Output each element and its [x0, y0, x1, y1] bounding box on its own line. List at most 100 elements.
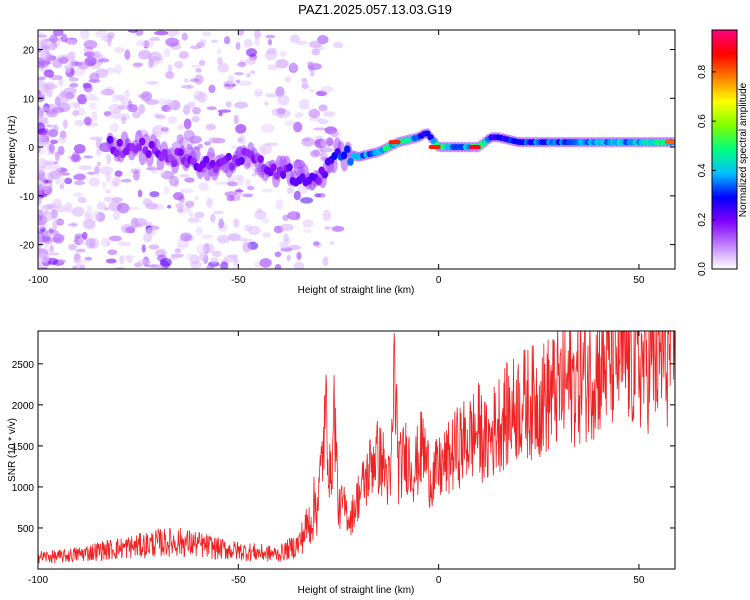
noise-blob: [206, 264, 215, 269]
noise-blob: [148, 244, 160, 250]
noise-blob: [159, 171, 166, 176]
noise-blob: [323, 111, 336, 118]
x-tick-label: -50: [231, 575, 246, 586]
noise-blob: [169, 255, 178, 260]
noise-blob: [89, 136, 103, 141]
noise-blob: [198, 181, 209, 192]
noise-blob: [58, 136, 68, 144]
noise-blob: [96, 161, 101, 167]
noise-blob: [38, 57, 46, 63]
noise-blob: [307, 61, 314, 71]
noise-blob: [85, 92, 97, 101]
noise-blob: [179, 188, 194, 194]
noise-blob: [137, 189, 143, 198]
snr-panel: -100 -50 0 50 500 1000 1500 2000 2500 Height of …: [7, 330, 676, 596]
noise-blob: [322, 256, 329, 267]
noise-blob: [185, 200, 195, 208]
ridge-core: [148, 140, 155, 149]
noise-blob: [72, 109, 79, 117]
noise-blob: [256, 208, 263, 214]
noise-blob: [46, 252, 60, 256]
noise-blob: [95, 148, 102, 156]
ridge-core: [228, 162, 236, 171]
noise-blob: [318, 104, 328, 112]
noise-blob: [265, 34, 276, 39]
noise-blob: [167, 64, 173, 73]
snr-series-line: [38, 331, 675, 564]
noise-blob: [38, 167, 46, 174]
noise-blob: [98, 58, 110, 63]
noise-blob: [290, 34, 300, 44]
noise-blob: [312, 241, 320, 246]
noise-blob: [117, 105, 126, 110]
noise-blob: [127, 30, 138, 33]
noise-blob: [215, 181, 229, 185]
noise-blob: [38, 199, 42, 206]
noise-blob: [107, 249, 118, 256]
noise-blob: [284, 120, 295, 127]
noise-blob: [85, 237, 96, 249]
noise-blob: [185, 253, 196, 260]
noise-blob: [79, 30, 90, 40]
noise-blob: [60, 172, 71, 176]
noise-blob: [302, 78, 308, 87]
spectrogram-noise: [38, 30, 345, 269]
ridge-core: [145, 150, 152, 159]
noise-blob: [165, 30, 180, 37]
noise-blob: [49, 139, 58, 144]
chart-title: PAZ1.2025.057.13.03.G19: [298, 2, 452, 17]
colorbar-tick-label: 0.2: [697, 212, 708, 226]
x-tick-label: 50: [633, 575, 645, 586]
noise-blob: [183, 118, 192, 130]
noise-blob: [178, 199, 185, 207]
noise-blob: [112, 211, 121, 220]
noise-blob: [53, 233, 65, 244]
noise-blob: [112, 93, 119, 103]
noise-blob: [91, 111, 98, 122]
noise-blob: [124, 226, 133, 234]
x-tick-label: 0: [436, 575, 442, 586]
noise-blob: [136, 39, 146, 47]
noise-blob: [234, 101, 249, 109]
y-tick-label: 500: [17, 524, 34, 535]
noise-blob: [218, 111, 223, 117]
noise-blob: [234, 189, 244, 193]
noise-blob: [55, 219, 65, 225]
noise-blob: [52, 60, 61, 69]
noise-blob: [267, 38, 273, 46]
noise-blob: [38, 153, 41, 158]
noise-blob: [247, 185, 255, 191]
noise-blob: [105, 189, 112, 194]
snr-axes: -100 -50 0 50 500 1000 1500 2000 2500: [12, 331, 675, 586]
noise-blob: [109, 122, 119, 133]
noise-blob: [66, 38, 73, 46]
ridge-core: [238, 156, 245, 165]
colorbar-tick-label: 0.4: [697, 163, 708, 177]
noise-blob: [167, 116, 178, 124]
noise-blob: [176, 134, 184, 144]
noise-blob: [84, 256, 93, 261]
noise-blob: [56, 92, 70, 104]
noise-blob: [237, 80, 252, 87]
noise-blob: [84, 211, 90, 220]
colorbar: 0.0 0.2 0.4 0.6 0.8 Normalized spectral ampl…: [697, 29, 749, 276]
noise-blob: [38, 31, 44, 36]
y-tick-label: 1000: [12, 483, 35, 494]
noise-blob: [38, 208, 45, 216]
noise-blob: [74, 119, 85, 127]
noise-blob: [246, 73, 251, 78]
noise-blob: [303, 229, 312, 234]
noise-blob: [48, 171, 55, 183]
ridge-peak: [664, 140, 675, 145]
noise-blob: [103, 196, 115, 203]
noise-blob: [204, 141, 211, 146]
noise-blob: [198, 60, 206, 66]
noise-blob: [210, 39, 218, 43]
noise-blob: [224, 191, 238, 197]
noise-blob: [227, 74, 235, 86]
noise-blob: [288, 244, 301, 251]
noise-blob: [38, 148, 46, 155]
noise-blob: [300, 197, 314, 204]
noise-blob: [264, 101, 269, 106]
ridge-halo: [142, 133, 151, 151]
